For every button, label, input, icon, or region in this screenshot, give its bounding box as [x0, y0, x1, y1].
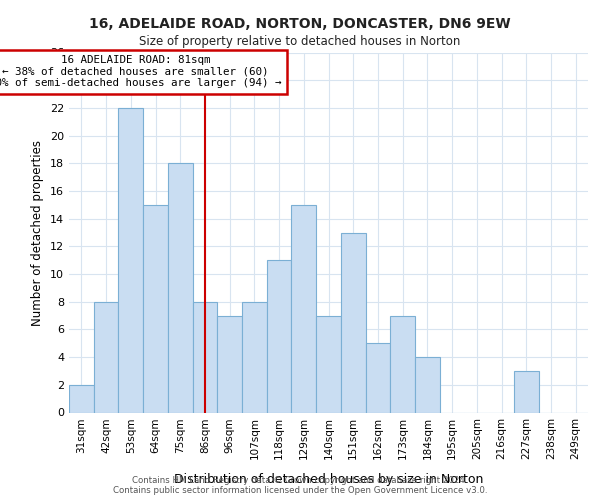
- Bar: [415, 357, 440, 412]
- Bar: [168, 164, 193, 412]
- Text: 16 ADELAIDE ROAD: 81sqm
← 38% of detached houses are smaller (60)
60% of semi-de: 16 ADELAIDE ROAD: 81sqm ← 38% of detache…: [0, 56, 282, 88]
- Bar: [267, 260, 292, 412]
- Text: Size of property relative to detached houses in Norton: Size of property relative to detached ho…: [139, 35, 461, 48]
- Bar: [193, 302, 217, 412]
- Text: 16, ADELAIDE ROAD, NORTON, DONCASTER, DN6 9EW: 16, ADELAIDE ROAD, NORTON, DONCASTER, DN…: [89, 18, 511, 32]
- Y-axis label: Number of detached properties: Number of detached properties: [31, 140, 44, 326]
- Bar: [242, 302, 267, 412]
- Bar: [143, 205, 168, 412]
- Bar: [341, 232, 365, 412]
- Bar: [390, 316, 415, 412]
- Bar: [316, 316, 341, 412]
- Bar: [118, 108, 143, 412]
- Text: Contains public sector information licensed under the Open Government Licence v3: Contains public sector information licen…: [113, 486, 487, 495]
- Bar: [292, 205, 316, 412]
- Bar: [94, 302, 118, 412]
- Bar: [514, 371, 539, 412]
- Bar: [217, 316, 242, 412]
- Bar: [69, 385, 94, 412]
- Text: Contains HM Land Registry data © Crown copyright and database right 2024.: Contains HM Land Registry data © Crown c…: [132, 476, 468, 485]
- X-axis label: Distribution of detached houses by size in Norton: Distribution of detached houses by size …: [174, 474, 483, 486]
- Bar: [365, 344, 390, 412]
